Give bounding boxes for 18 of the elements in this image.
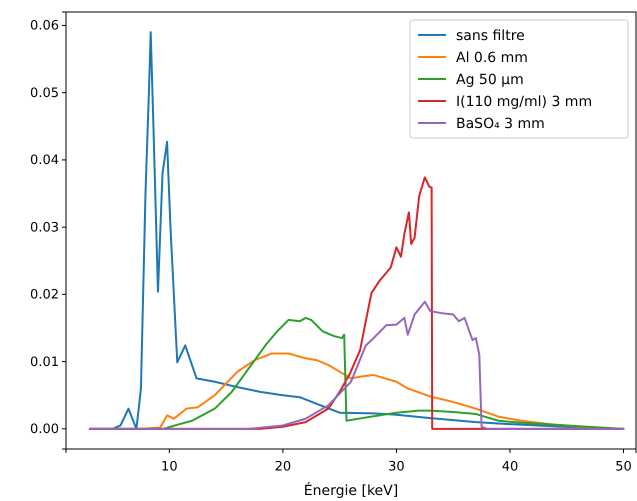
y-tick-label: 0.06: [30, 18, 59, 34]
y-tick-label: 0.02: [30, 288, 59, 303]
x-tick-label: 30: [388, 459, 405, 474]
legend-label: I(110 mg/ml) 3 mm: [456, 94, 592, 110]
x-tick-label: 40: [502, 459, 518, 474]
y-tick-label: 0.01: [30, 354, 59, 370]
legend-label: BaSO₄ 3 mm: [456, 116, 545, 132]
x-tick-label: 50: [615, 459, 632, 474]
x-tick-label: 10: [161, 459, 178, 474]
x-tick-label: 20: [274, 459, 292, 474]
legend-label: sans filtre: [456, 28, 525, 44]
legend-label: Al 0.6 mm: [456, 50, 528, 66]
y-tick-label: 0.05: [30, 86, 59, 101]
x-axis-title: Énergie [keV]: [304, 482, 398, 499]
y-tick-label: 0.03: [30, 220, 59, 236]
y-tick-label: 0.00: [30, 422, 59, 437]
legend-label: Ag 50 μm: [456, 72, 524, 88]
y-tick-label: 0.04: [30, 153, 59, 168]
